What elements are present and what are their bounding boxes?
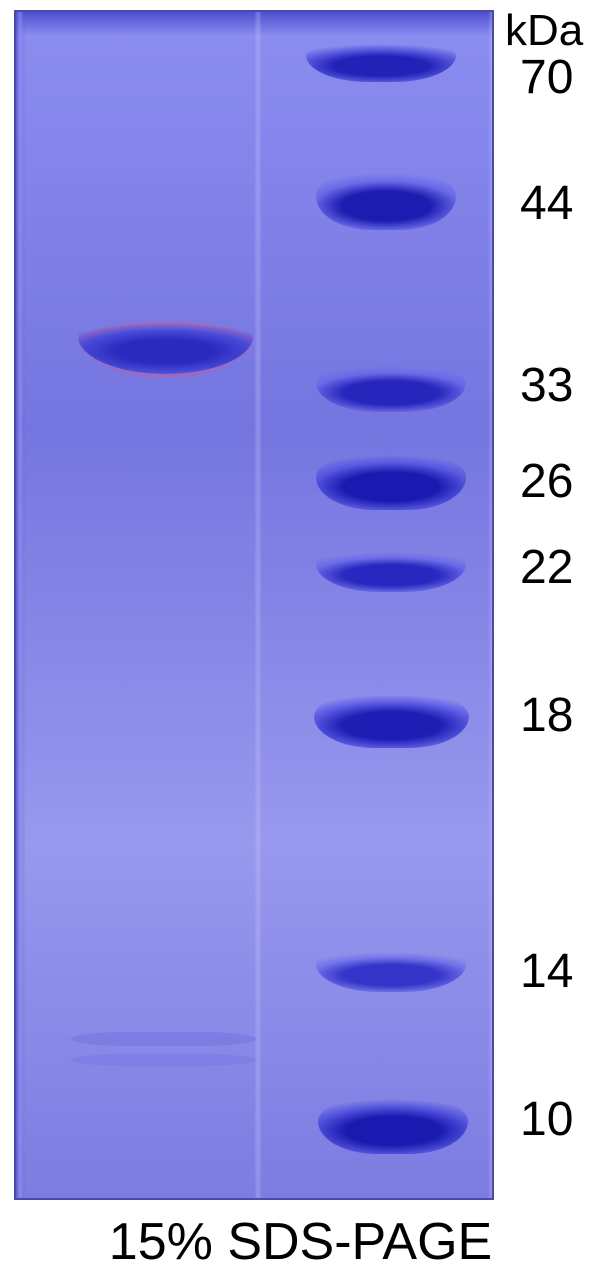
lane-divider [254,12,262,1198]
gel-band [316,550,466,592]
marker-label: 70 [520,50,573,105]
marker-label: 18 [520,688,573,743]
gel-caption: 15% SDS-PAGE [0,1212,601,1272]
marker-label: 44 [520,176,573,231]
marker-label: 10 [520,1092,573,1147]
gel-band [316,364,466,412]
gel-band [316,452,466,510]
gel-band [318,1096,468,1154]
gel-band [306,42,456,82]
gel-band [314,692,469,748]
marker-label: 26 [520,454,573,509]
gel-band [316,950,466,992]
marker-label: 22 [520,540,573,595]
gel-container [14,10,494,1200]
lane-divider [488,12,494,1198]
gel-band [316,170,456,230]
sample-protein-band [78,320,253,374]
faint-band [71,1032,256,1046]
faint-band [71,1054,256,1066]
marker-label: 33 [520,358,573,413]
unit-label: kDa [505,6,583,56]
lane-divider [16,12,24,1198]
marker-label: 14 [520,944,573,999]
